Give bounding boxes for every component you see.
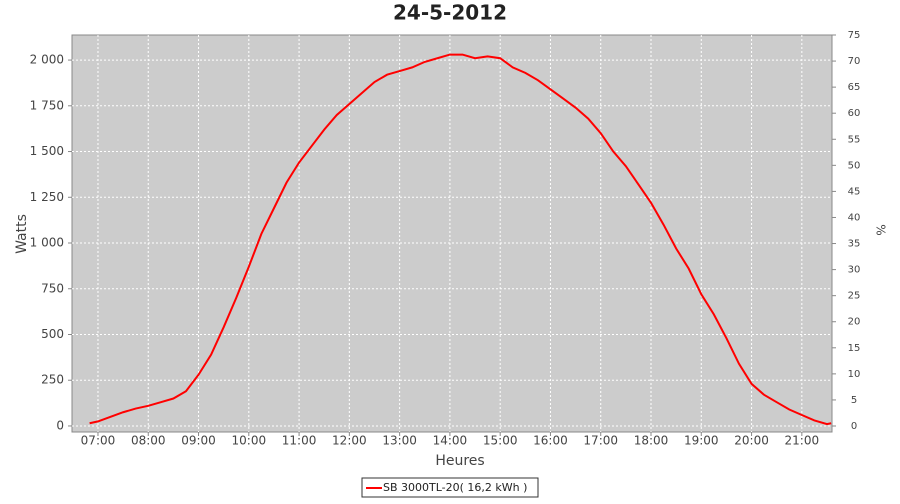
y-axis-label: Watts (14, 214, 30, 254)
y2-tick-label: 70 (848, 56, 861, 67)
y-tick-label: 1 250 (30, 190, 64, 204)
x-axis-label: Heures (435, 453, 484, 469)
x-tick-label: 11:00 (282, 434, 317, 448)
y2-tick-label: 50 (848, 160, 861, 171)
x-tick-label: 19:00 (684, 434, 719, 448)
x-tick-label: 14:00 (433, 434, 468, 448)
x-tick-label: 17:00 (583, 434, 618, 448)
x-tick-label: 07:00 (81, 434, 116, 448)
y-tick-label: 1 500 (30, 144, 64, 158)
y2-tick-label: 5 (851, 395, 857, 406)
y-tick-label: 2 000 (30, 53, 64, 67)
y2-tick-label: 25 (848, 291, 861, 302)
y2-tick-label: 75 (848, 30, 861, 41)
y-tick-label: 750 (41, 281, 64, 295)
y2-tick-label: 60 (848, 108, 861, 119)
legend-label: SB 3000TL-20( 16,2 kWh ) (383, 481, 527, 494)
y-tick-label: 250 (41, 373, 64, 387)
y2-tick-label: 40 (848, 212, 861, 223)
y2-tick-label: 10 (848, 369, 861, 380)
y-tick-label: 1 750 (30, 98, 64, 112)
y2-tick-label: 0 (851, 421, 857, 432)
y-tick-label: 0 (56, 418, 64, 432)
x-tick-label: 10:00 (232, 434, 267, 448)
y2-tick-label: 20 (848, 317, 861, 328)
x-tick-label: 15:00 (483, 434, 518, 448)
y2-tick-label: 35 (848, 239, 861, 250)
y2-tick-label: 65 (848, 82, 861, 93)
x-tick-label: 09:00 (181, 434, 216, 448)
x-tick-label: 20:00 (734, 434, 769, 448)
x-tick-label: 21:00 (785, 434, 820, 448)
chart-title: 24-5-2012 (393, 1, 507, 25)
series-line (89, 53, 832, 426)
y2-tick-label: 15 (848, 343, 861, 354)
y2-tick-label: 30 (848, 265, 861, 276)
y-tick-label: 500 (41, 327, 64, 341)
plot-area (71, 34, 833, 433)
y2-axis-label: % (874, 224, 888, 235)
x-tick-label: 18:00 (634, 434, 669, 448)
x-tick-label: 08:00 (131, 434, 166, 448)
x-tick-label: 13:00 (382, 434, 417, 448)
y2-tick-label: 45 (848, 186, 861, 197)
x-tick-label: 12:00 (332, 434, 367, 448)
x-tick-label: 16:00 (533, 434, 568, 448)
y-tick-label: 1 000 (30, 236, 64, 250)
legend-box (361, 477, 539, 498)
y2-tick-label: 55 (848, 134, 861, 145)
